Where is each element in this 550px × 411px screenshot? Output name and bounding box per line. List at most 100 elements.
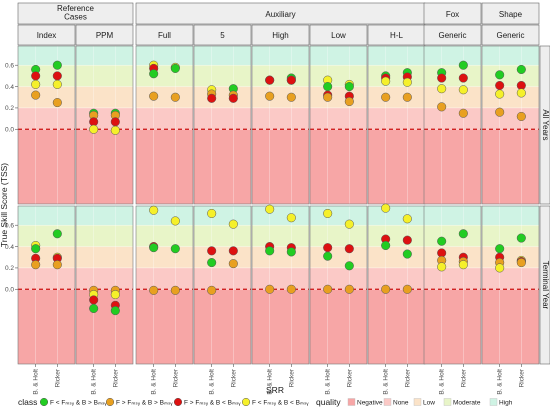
- quality-band: [310, 225, 367, 247]
- panel-strip-label: Full: [158, 31, 171, 40]
- panel-border: [17, 205, 76, 365]
- data-point-yellow: [458, 260, 468, 270]
- data-point-yellow: [323, 208, 333, 219]
- group-strip-label: Auxiliary: [265, 10, 295, 19]
- quality-band: [194, 246, 251, 268]
- row-strip: [539, 205, 550, 365]
- quality-legend-swatch: [489, 398, 498, 406]
- quality-band: [76, 86, 133, 108]
- quality-band: [482, 46, 539, 66]
- panel-strip: [251, 24, 310, 46]
- group-strip-label: Fox: [446, 10, 459, 19]
- panel-border: [193, 205, 252, 365]
- panel-border: [481, 205, 540, 365]
- y-tick-label: 0.0: [5, 127, 14, 134]
- panel-border: [423, 205, 482, 365]
- class-legend-label: F > Fₘₛᵧ & B < Bₘₛᵧ: [184, 399, 241, 406]
- quality-band: [76, 129, 133, 204]
- x-axis-title: SRR: [266, 385, 284, 395]
- quality-band: [76, 267, 133, 290]
- group-strip-label: Cases: [64, 13, 87, 22]
- panel-strip: [193, 24, 252, 46]
- data-point-green: [516, 64, 526, 75]
- quality-band: [482, 246, 539, 268]
- data-point-yellow: [437, 84, 447, 94]
- data-point-red: [265, 75, 275, 85]
- quality-band: [482, 206, 539, 226]
- data-point-red: [344, 244, 354, 254]
- data-point-yellow: [207, 208, 217, 219]
- quality-band: [424, 267, 481, 290]
- data-point-green: [110, 306, 120, 316]
- data-point-yellow: [381, 203, 391, 213]
- group-strip-label: Shape: [499, 10, 523, 19]
- quality-band: [252, 129, 309, 204]
- data-point-yellow: [265, 204, 275, 214]
- data-point-orange: [149, 91, 159, 101]
- data-point-green: [458, 60, 468, 70]
- y-axis-title: True Skill Score (TSS): [0, 163, 9, 247]
- panel-strip: [309, 24, 368, 46]
- data-point-orange: [516, 111, 526, 122]
- quality-band: [368, 86, 425, 108]
- quality-band: [76, 225, 133, 247]
- quality-band: [136, 206, 193, 226]
- data-point-green: [323, 251, 333, 261]
- quality-band: [18, 206, 75, 226]
- data-point-green: [286, 247, 296, 257]
- data-point-green: [149, 243, 159, 253]
- quality-legend-label: High: [499, 399, 513, 406]
- quality-band: [310, 86, 367, 108]
- data-point-red: [89, 295, 99, 305]
- data-point-orange: [52, 98, 62, 108]
- quality-legend-label: None: [393, 399, 409, 406]
- panel-strip: [481, 24, 540, 46]
- quality-band: [76, 46, 133, 66]
- class-legend-swatch: [241, 397, 251, 407]
- data-point-yellow: [89, 124, 99, 134]
- quality-legend-label: Low: [423, 399, 435, 406]
- data-point-green: [170, 63, 180, 73]
- quality-band: [424, 289, 481, 364]
- panel-strip-label: Generic: [438, 31, 466, 40]
- quality-band: [482, 289, 539, 364]
- group-strip: [423, 2, 482, 25]
- data-point-yellow: [149, 205, 159, 215]
- quality-legend-label: Moderate: [453, 399, 481, 406]
- x-tick-label: B. & Holt: [267, 369, 274, 395]
- panel-strip: [17, 24, 76, 46]
- x-tick-label: Ricker: [230, 368, 237, 387]
- x-tick-label: B. & Holt: [325, 369, 332, 395]
- data-point-orange: [170, 285, 180, 295]
- data-point-yellow: [110, 125, 120, 135]
- data-point-red: [207, 93, 217, 103]
- data-point-red: [402, 235, 412, 245]
- x-tick-label: Ricker: [404, 368, 411, 387]
- data-point-orange: [381, 284, 391, 294]
- panel-strip-label: Low: [331, 31, 346, 40]
- quality-band: [310, 46, 367, 66]
- quality-band: [252, 65, 309, 87]
- data-point-orange: [286, 284, 296, 294]
- data-point-red: [323, 243, 333, 253]
- panel-border: [251, 45, 310, 205]
- quality-legend-swatch: [347, 398, 356, 406]
- data-point-orange: [402, 92, 412, 102]
- data-point-orange: [323, 92, 333, 102]
- panel-strip: [135, 24, 194, 46]
- quality-band: [76, 289, 133, 364]
- quality-band: [136, 267, 193, 290]
- quality-band: [194, 107, 251, 130]
- quality-legend-swatch: [443, 398, 452, 406]
- data-point-yellow: [344, 219, 354, 229]
- data-point-red: [31, 71, 41, 81]
- data-point-yellow: [31, 79, 41, 89]
- data-point-orange: [31, 90, 41, 100]
- data-point-orange: [458, 108, 468, 118]
- panel-border: [309, 205, 368, 365]
- quality-band: [136, 225, 193, 247]
- y-tick-label: 0.2: [5, 105, 14, 112]
- panel-border: [135, 205, 194, 365]
- quality-band: [482, 267, 539, 290]
